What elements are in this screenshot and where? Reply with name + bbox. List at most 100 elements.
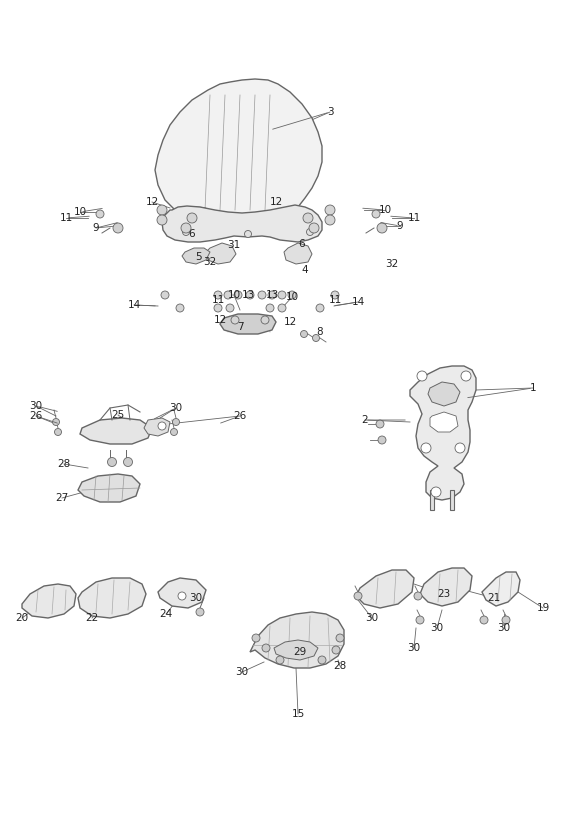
Text: 12: 12 (283, 317, 297, 327)
Text: 26: 26 (29, 411, 43, 421)
Text: 30: 30 (366, 613, 378, 623)
Text: 30: 30 (236, 667, 248, 677)
Text: 12: 12 (213, 315, 227, 325)
Text: 10: 10 (73, 207, 86, 217)
Circle shape (266, 304, 274, 312)
Text: 15: 15 (292, 709, 305, 719)
Text: 12: 12 (145, 197, 159, 207)
Text: 11: 11 (328, 295, 342, 305)
Text: 30: 30 (430, 623, 444, 633)
Circle shape (377, 223, 387, 233)
Circle shape (157, 215, 167, 225)
Text: 6: 6 (298, 239, 305, 249)
Circle shape (226, 304, 234, 312)
Circle shape (376, 420, 384, 428)
Polygon shape (450, 490, 454, 510)
Circle shape (325, 205, 335, 215)
Circle shape (113, 223, 123, 233)
Text: 10: 10 (286, 292, 298, 302)
Text: 10: 10 (227, 290, 241, 300)
Circle shape (455, 443, 465, 453)
Text: 14: 14 (352, 297, 364, 307)
Circle shape (176, 304, 184, 312)
Circle shape (312, 335, 319, 341)
Circle shape (244, 231, 251, 237)
Text: 11: 11 (212, 295, 224, 305)
Text: 21: 21 (487, 593, 501, 603)
Circle shape (336, 634, 344, 642)
Circle shape (107, 457, 117, 466)
Text: 2: 2 (361, 415, 368, 425)
Polygon shape (155, 79, 322, 221)
Circle shape (224, 291, 232, 299)
Text: 30: 30 (170, 403, 182, 413)
Text: 3: 3 (326, 107, 333, 117)
Polygon shape (80, 418, 152, 444)
Circle shape (157, 205, 167, 215)
Circle shape (276, 656, 284, 664)
Polygon shape (250, 612, 344, 668)
Text: 27: 27 (55, 493, 69, 503)
Circle shape (187, 213, 197, 223)
Circle shape (234, 291, 242, 299)
Circle shape (178, 592, 186, 600)
Polygon shape (430, 490, 434, 510)
Circle shape (173, 419, 180, 425)
Polygon shape (284, 243, 312, 264)
Circle shape (431, 487, 441, 497)
Circle shape (278, 291, 286, 299)
Text: 20: 20 (15, 613, 29, 623)
Text: 25: 25 (111, 410, 125, 420)
Polygon shape (78, 578, 146, 618)
Text: 28: 28 (333, 661, 347, 671)
Polygon shape (410, 366, 476, 500)
Text: 24: 24 (159, 609, 173, 619)
Text: 26: 26 (233, 411, 247, 421)
Polygon shape (220, 314, 276, 334)
Polygon shape (162, 205, 322, 242)
Polygon shape (482, 572, 520, 606)
Circle shape (124, 457, 132, 466)
Circle shape (372, 210, 380, 218)
Circle shape (54, 428, 61, 436)
Circle shape (307, 228, 314, 236)
Text: 12: 12 (269, 197, 283, 207)
Circle shape (480, 616, 488, 624)
Text: 11: 11 (408, 213, 420, 223)
Circle shape (181, 223, 191, 233)
Circle shape (252, 634, 260, 642)
Circle shape (258, 291, 266, 299)
Circle shape (246, 291, 254, 299)
Text: 19: 19 (536, 603, 550, 613)
Circle shape (303, 213, 313, 223)
Circle shape (278, 304, 286, 312)
Circle shape (96, 210, 104, 218)
Circle shape (214, 304, 222, 312)
Text: 13: 13 (241, 290, 255, 300)
Text: 30: 30 (497, 623, 511, 633)
Text: 29: 29 (293, 647, 307, 657)
Circle shape (316, 304, 324, 312)
Circle shape (378, 436, 386, 444)
Polygon shape (206, 243, 236, 264)
Polygon shape (274, 640, 318, 660)
Circle shape (416, 616, 424, 624)
Circle shape (332, 646, 340, 654)
Circle shape (421, 443, 431, 453)
Circle shape (170, 428, 177, 436)
Circle shape (414, 592, 422, 600)
Polygon shape (144, 418, 170, 436)
Circle shape (417, 371, 427, 381)
Circle shape (354, 592, 362, 600)
Circle shape (300, 330, 307, 338)
Circle shape (52, 419, 59, 425)
Circle shape (158, 422, 166, 430)
Text: 7: 7 (237, 322, 243, 332)
Text: 6: 6 (189, 229, 195, 239)
Circle shape (268, 291, 276, 299)
Polygon shape (430, 412, 458, 432)
Text: 30: 30 (29, 401, 43, 411)
Circle shape (309, 223, 319, 233)
Text: 9: 9 (396, 221, 403, 231)
Text: 30: 30 (408, 643, 420, 653)
